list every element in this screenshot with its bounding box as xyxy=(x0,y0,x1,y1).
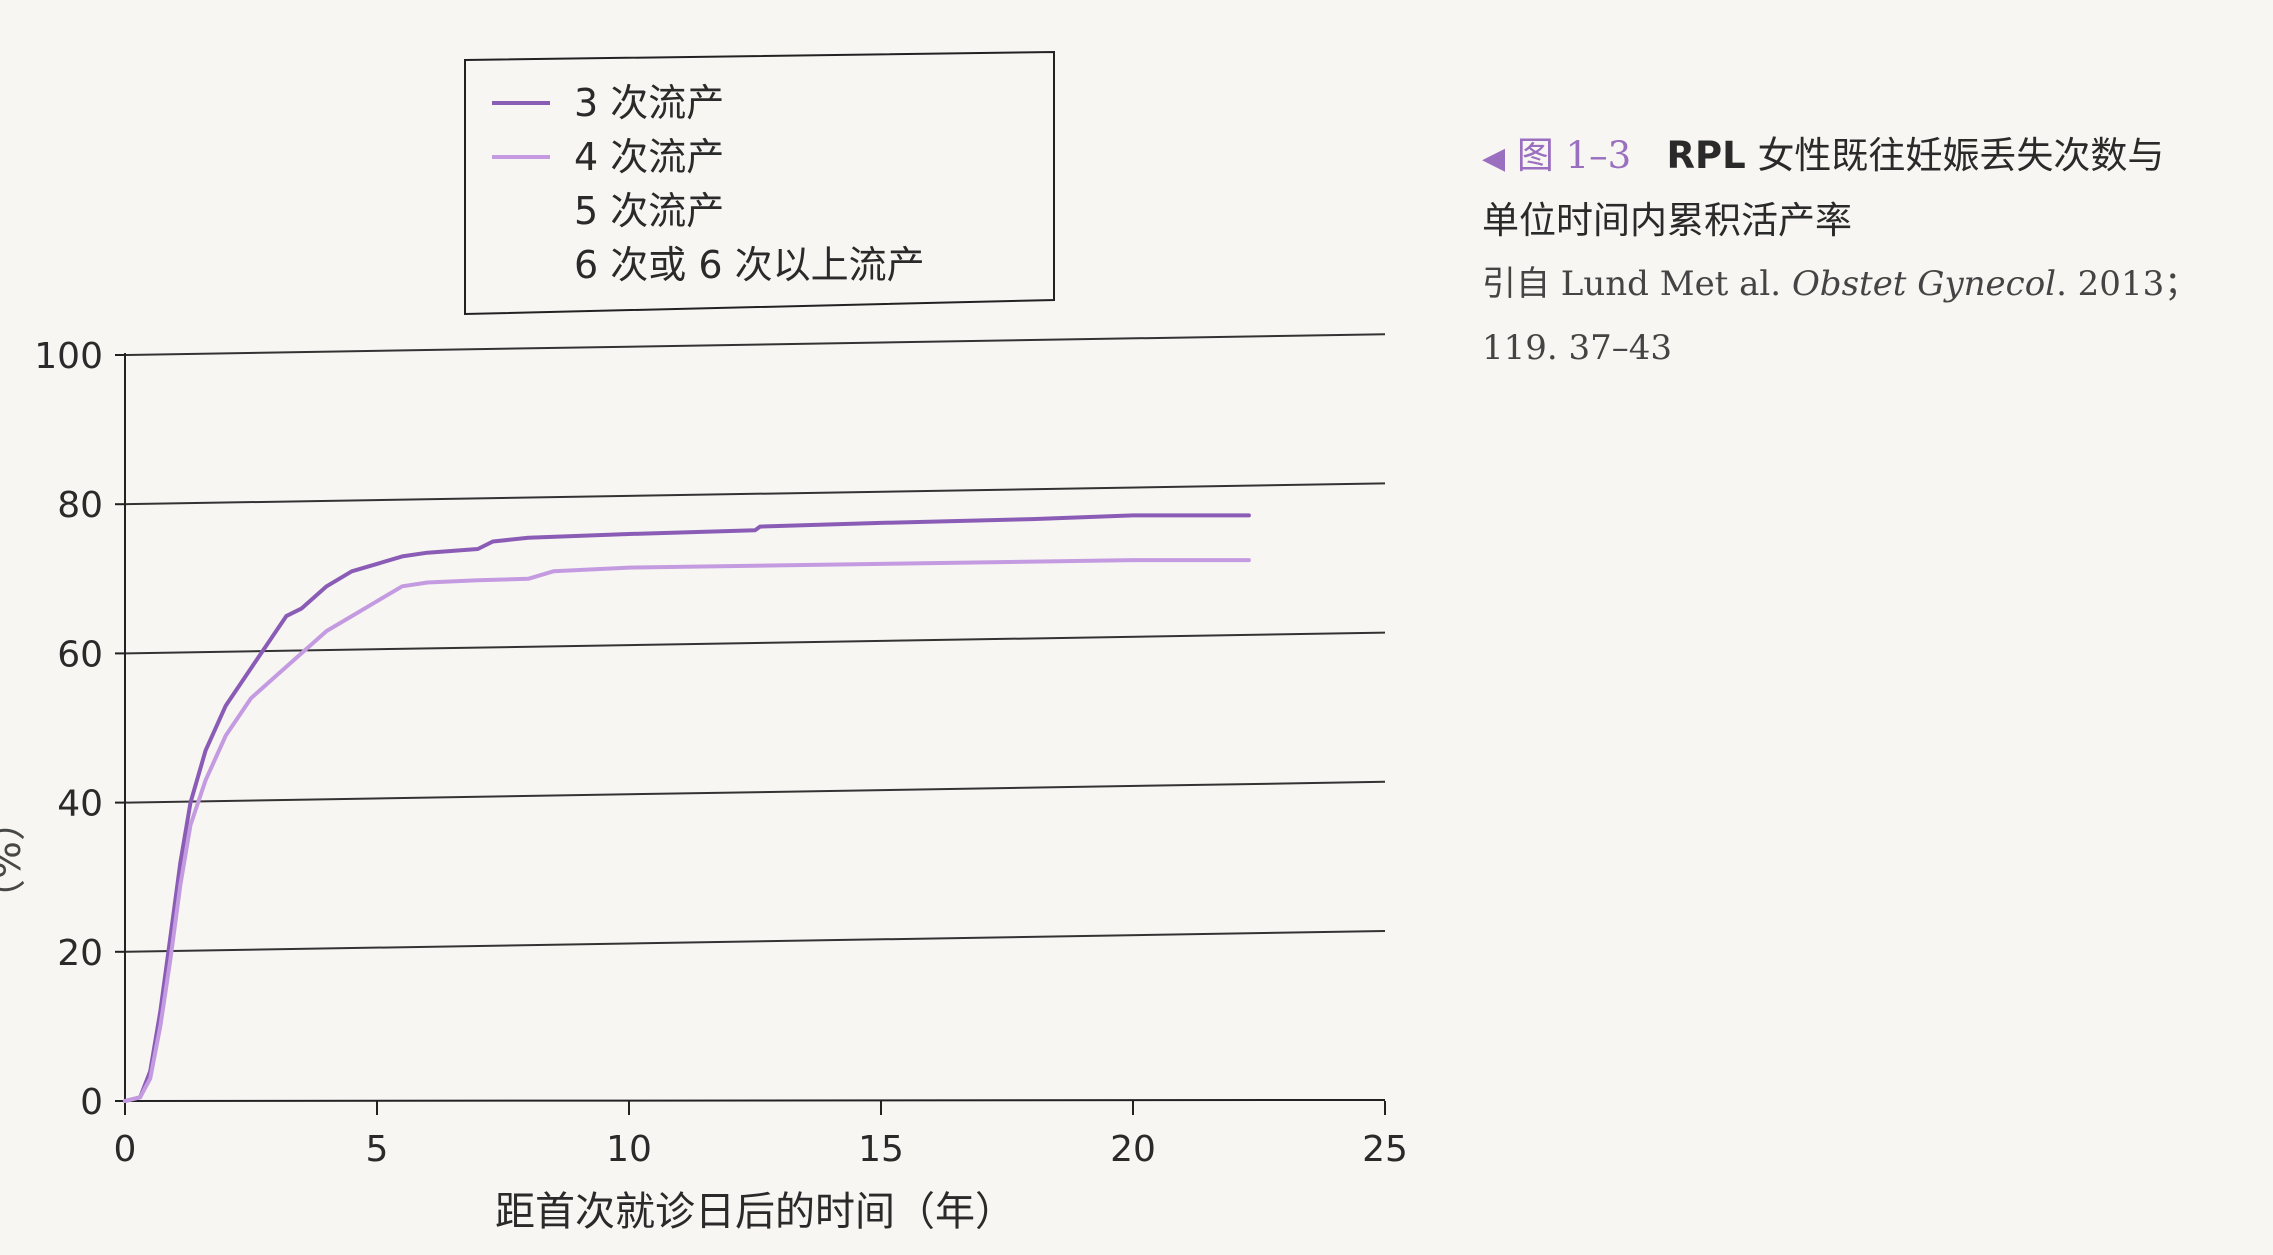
gridline-y-40 xyxy=(124,780,1386,804)
series-line-2 xyxy=(123,558,1251,1103)
tick-labels: 0 20 40 60 80 100 0 5 10 15 20 25 xyxy=(34,336,1408,1170)
caption-title-line1: ◀ 图 1–3 RPL 女性既往妊娠丢失次数与 xyxy=(1482,125,2262,190)
x-tick-label-0: 0 xyxy=(114,1129,137,1170)
y-tick-label-100: 100 xyxy=(34,336,103,377)
legend-box xyxy=(464,50,1055,316)
caption-abbr: RPL xyxy=(1666,134,1746,177)
caption-journal: Obstet Gynecol xyxy=(1791,264,2057,304)
caption-figure-label: ◀ 图 1–3 xyxy=(1482,134,1631,177)
series-lines xyxy=(123,513,1251,1103)
caption-source-year: . 2013； xyxy=(2056,264,2199,304)
gridline-y-100 xyxy=(124,333,1386,356)
caption-marker-icon: ◀ xyxy=(1482,141,1506,176)
caption-source-prefix: 引自 Lund Met al. xyxy=(1482,264,1782,304)
x-axis-line xyxy=(124,1098,1386,1102)
x-tick-label-20: 20 xyxy=(1110,1129,1156,1170)
gridline-y-80 xyxy=(124,482,1386,506)
x-tick-label-5: 5 xyxy=(366,1129,389,1170)
caption-source-line1: 引自 Lund Met al. Obstet Gynecol. 2013； xyxy=(1482,252,2262,316)
x-tick-label-15: 15 xyxy=(858,1129,904,1170)
figure-caption: ◀ 图 1–3 RPL 女性既往妊娠丢失次数与 单位时间内累积活产率 引自 Lu… xyxy=(1482,125,2262,380)
series-line-1 xyxy=(123,513,1251,1103)
caption-source-line2: 119. 37–43 xyxy=(1482,328,1673,368)
x-axis-label: 距首次就诊日后的时间（年） xyxy=(495,1189,1015,1235)
x-tick-label-10: 10 xyxy=(606,1129,652,1170)
gridlines xyxy=(124,333,1386,953)
gridline-y-20 xyxy=(124,930,1386,953)
gridline-y-60 xyxy=(124,631,1386,655)
caption-title-rest: 女性既往妊娠丢失次数与 xyxy=(1757,134,2165,177)
y-tick-label-20: 20 xyxy=(57,933,103,974)
x-tick-label-25: 25 xyxy=(1362,1129,1408,1170)
legend-label-1: 3 次流产 xyxy=(574,81,724,125)
axes xyxy=(115,353,1386,1115)
y-tick-label-80: 80 xyxy=(57,485,103,526)
legend-label-3: 5 次流产 xyxy=(574,189,724,233)
y-tick-label-0: 0 xyxy=(80,1082,103,1123)
y-tick-label-40: 40 xyxy=(57,784,103,825)
legend: 3 次流产 4 次流产 5 次流产 6 次或 6 次以上流产 xyxy=(464,50,1055,316)
chart-figure: 0 20 40 60 80 100 0 5 10 15 20 25 3 次流产 4 次流产 5 次流产 6 … xyxy=(0,50,1408,1235)
y-axis-label: （%） xyxy=(0,801,30,919)
y-tick-label-60: 60 xyxy=(57,634,103,675)
legend-label-2: 4 次流产 xyxy=(574,135,724,179)
caption-title-line2: 单位时间内累积活产率 xyxy=(1482,199,1852,242)
caption-figure-number: 图 1–3 xyxy=(1516,134,1632,177)
legend-label-4: 6 次或 6 次以上流产 xyxy=(574,243,925,287)
